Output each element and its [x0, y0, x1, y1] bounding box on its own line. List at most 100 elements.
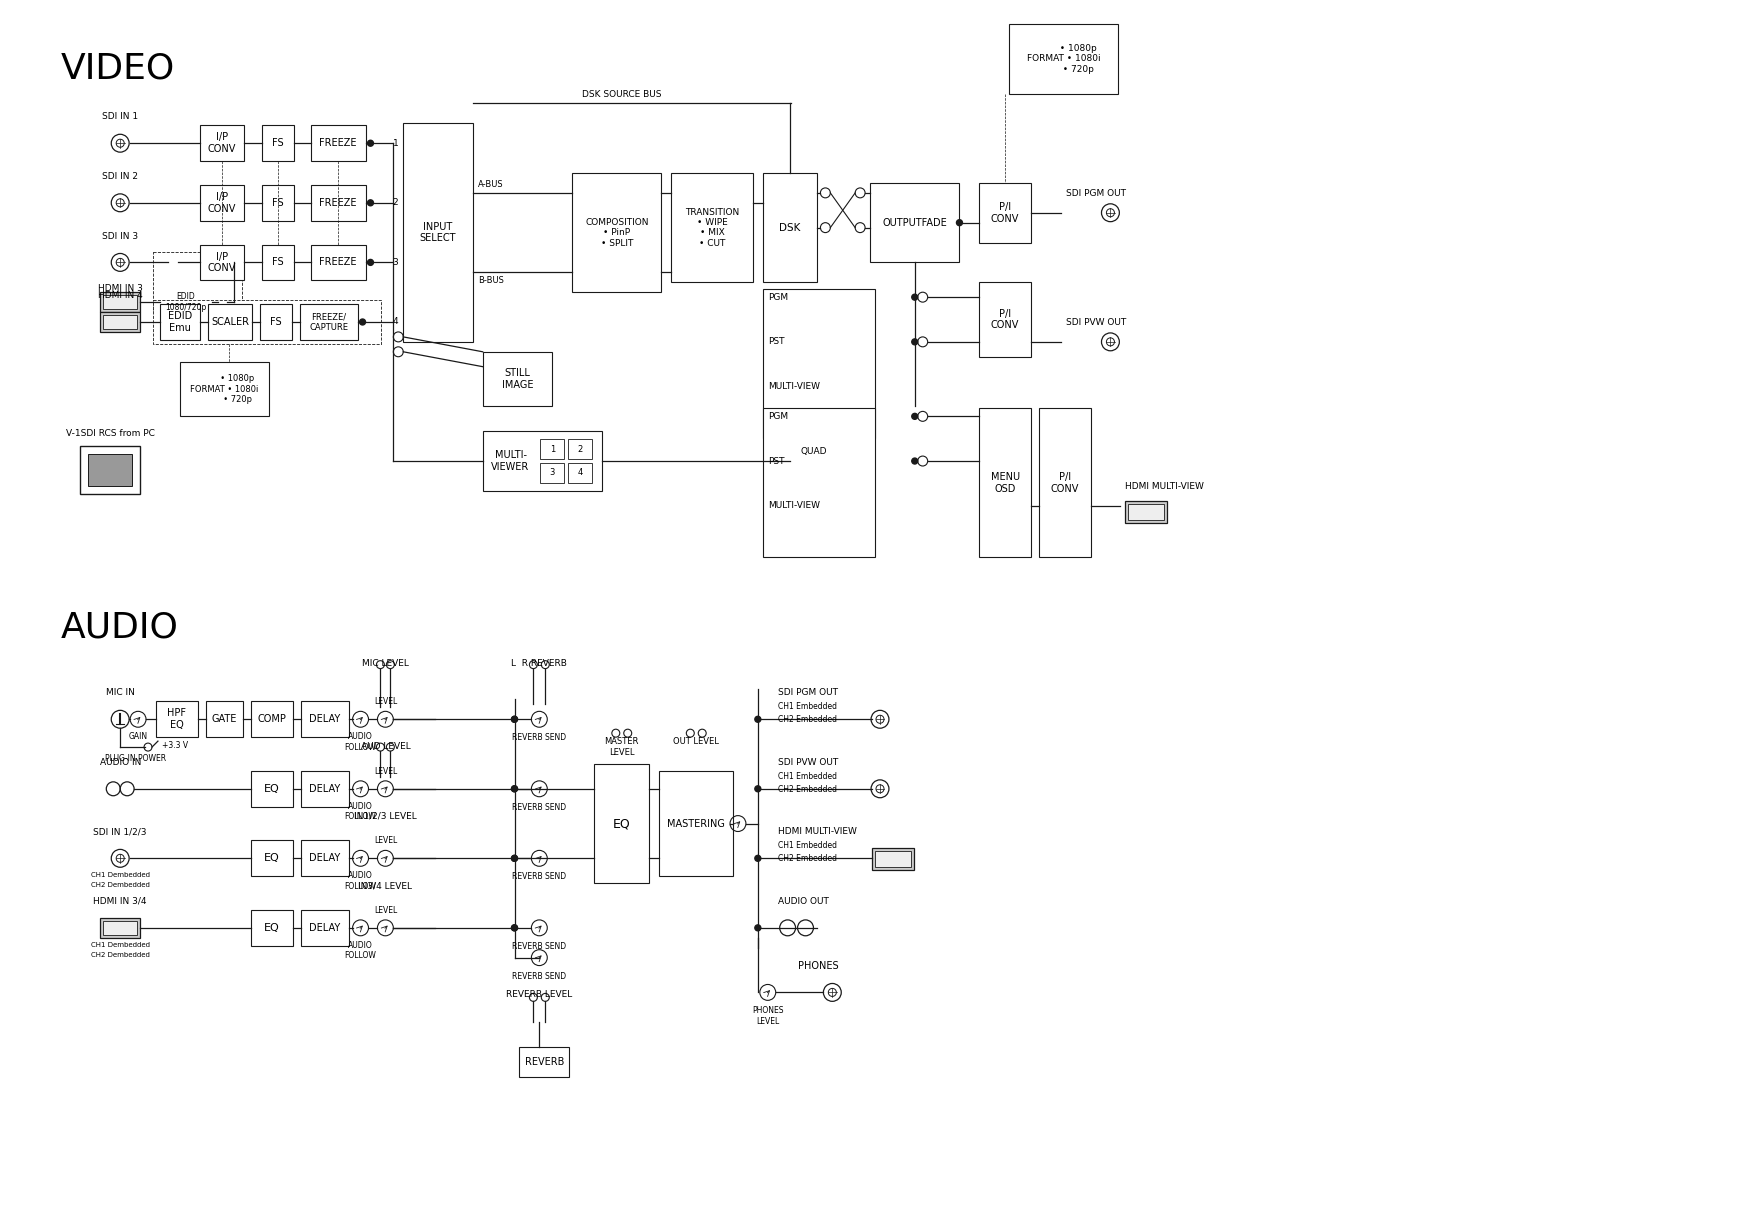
- Text: FREEZE: FREEZE: [320, 197, 357, 208]
- Text: 4: 4: [577, 468, 583, 477]
- Text: • 1080p
FORMAT • 1080i
          • 720p: • 1080p FORMAT • 1080i • 720p: [190, 374, 259, 403]
- Text: PST: PST: [767, 337, 785, 347]
- Bar: [568, 439, 591, 459]
- Circle shape: [912, 338, 917, 345]
- Text: DSK: DSK: [780, 223, 801, 233]
- Bar: [540, 439, 565, 459]
- Text: DELAY: DELAY: [310, 853, 340, 863]
- Text: PHONES: PHONES: [797, 960, 838, 971]
- Text: 4: 4: [392, 318, 398, 326]
- Bar: [1038, 408, 1091, 558]
- Text: SDI IN 1/2/3: SDI IN 1/2/3: [93, 828, 146, 836]
- Text: FS: FS: [271, 318, 282, 327]
- Bar: [206, 701, 243, 737]
- Circle shape: [359, 319, 366, 325]
- Bar: [540, 463, 565, 483]
- Text: AUDIO
FOLLOW: AUDIO FOLLOW: [345, 732, 377, 752]
- Text: HDMI IN 3/4: HDMI IN 3/4: [93, 897, 146, 906]
- Bar: [160, 304, 199, 340]
- Text: MASTERING: MASTERING: [667, 819, 725, 829]
- Bar: [160, 291, 211, 314]
- Circle shape: [512, 856, 517, 862]
- Bar: [153, 253, 243, 313]
- Bar: [252, 771, 292, 807]
- Text: SDI PVW OUT: SDI PVW OUT: [1067, 318, 1126, 327]
- Text: 2: 2: [577, 445, 583, 454]
- Text: INPUT
SELECT: INPUT SELECT: [421, 222, 456, 244]
- Bar: [593, 764, 649, 883]
- Circle shape: [956, 219, 963, 226]
- Text: +3.3 V: +3.3 V: [162, 741, 188, 749]
- Circle shape: [755, 856, 760, 862]
- Circle shape: [512, 924, 517, 931]
- Text: L  R REVERB: L R REVERB: [512, 658, 567, 668]
- Text: REVERB SEND: REVERB SEND: [512, 942, 567, 950]
- Text: TRANSITION
• WIPE
• MIX
• CUT: TRANSITION • WIPE • MIX • CUT: [685, 207, 739, 248]
- Bar: [180, 362, 269, 417]
- Text: SDI IN 3: SDI IN 3: [102, 232, 139, 240]
- Text: 3: 3: [549, 468, 554, 477]
- Text: REVERB: REVERB: [524, 1057, 563, 1067]
- Bar: [104, 315, 137, 329]
- Circle shape: [368, 140, 373, 146]
- Circle shape: [755, 786, 760, 792]
- Bar: [871, 848, 913, 870]
- Text: FREEZE: FREEZE: [320, 257, 357, 267]
- Circle shape: [512, 786, 517, 792]
- Bar: [671, 173, 753, 282]
- Bar: [1128, 504, 1163, 520]
- Text: FS: FS: [273, 257, 283, 267]
- Text: 3: 3: [392, 257, 398, 267]
- Text: LEVEL: LEVEL: [373, 836, 398, 846]
- Text: B-BUS: B-BUS: [477, 276, 503, 286]
- Text: REVERB SEND: REVERB SEND: [512, 971, 567, 981]
- Text: DELAY: DELAY: [310, 923, 340, 933]
- Text: FS: FS: [273, 197, 283, 208]
- Circle shape: [755, 716, 760, 722]
- Text: CH2 Dembedded: CH2 Dembedded: [92, 951, 150, 958]
- Bar: [262, 185, 294, 221]
- Text: EDID
Emu: EDID Emu: [167, 311, 192, 332]
- Text: 1: 1: [392, 139, 398, 147]
- Text: MASTER
LEVEL: MASTER LEVEL: [605, 737, 639, 756]
- Text: REVERB SEND: REVERB SEND: [512, 872, 567, 881]
- Text: CH2 Embedded: CH2 Embedded: [778, 785, 836, 793]
- Circle shape: [512, 716, 517, 722]
- Text: LEVEL: LEVEL: [373, 698, 398, 706]
- Bar: [104, 921, 137, 934]
- Circle shape: [912, 459, 917, 463]
- Text: AUDIO OUT: AUDIO OUT: [778, 897, 829, 906]
- Bar: [252, 841, 292, 877]
- Bar: [482, 352, 553, 406]
- Text: EQ: EQ: [264, 923, 280, 933]
- Text: OUT LEVEL: OUT LEVEL: [674, 737, 720, 747]
- Circle shape: [755, 924, 760, 931]
- Text: 1: 1: [549, 445, 554, 454]
- Text: SDI IN 2: SDI IN 2: [102, 172, 139, 181]
- Bar: [869, 183, 959, 262]
- Bar: [762, 173, 817, 282]
- Text: FREEZE/
CAPTURE: FREEZE/ CAPTURE: [310, 313, 348, 332]
- Text: MULTI-
VIEWER: MULTI- VIEWER: [491, 450, 530, 472]
- Bar: [979, 183, 1031, 243]
- Text: EQ: EQ: [264, 783, 280, 793]
- Bar: [262, 244, 294, 281]
- Text: PHONES
LEVEL: PHONES LEVEL: [752, 1007, 783, 1026]
- Circle shape: [512, 786, 517, 792]
- Text: 2: 2: [392, 199, 398, 207]
- Bar: [153, 300, 382, 343]
- Bar: [104, 295, 137, 309]
- Bar: [1125, 500, 1167, 522]
- Bar: [482, 432, 602, 490]
- Text: I/P
CONV: I/P CONV: [208, 192, 236, 213]
- Text: CH1 Dembedded: CH1 Dembedded: [92, 942, 150, 948]
- Text: AUDIO
FOLLOW: AUDIO FOLLOW: [345, 872, 377, 890]
- Text: AUDIO
FOLLOW: AUDIO FOLLOW: [345, 940, 377, 960]
- Text: AUDIO IN: AUDIO IN: [100, 758, 141, 767]
- Text: CH2 Embedded: CH2 Embedded: [778, 715, 836, 725]
- Text: HDMI MULTI-VIEW: HDMI MULTI-VIEW: [1125, 482, 1204, 490]
- Text: CH1 Dembedded: CH1 Dembedded: [92, 872, 150, 878]
- Bar: [88, 454, 132, 485]
- Text: MULTI-VIEW: MULTI-VIEW: [767, 501, 820, 510]
- Bar: [208, 304, 252, 340]
